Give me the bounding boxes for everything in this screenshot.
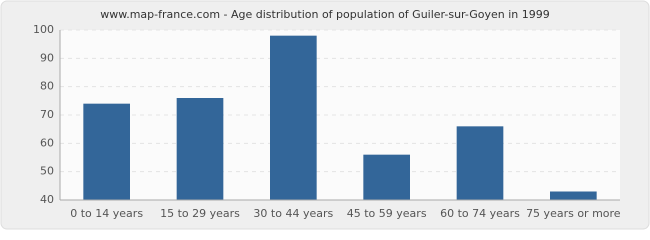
bar: [456, 126, 504, 200]
y-tick-label: 50: [40, 165, 54, 178]
x-tick-label: 60 to 74 years: [440, 207, 520, 220]
x-tick-label: 0 to 14 years: [70, 207, 143, 220]
y-tick-label: 100: [33, 23, 54, 36]
x-tick-label: 15 to 29 years: [160, 207, 240, 220]
y-tick-label: 90: [40, 51, 54, 64]
y-tick-label: 60: [40, 136, 54, 149]
y-tick-label: 40: [40, 193, 54, 206]
bar: [83, 103, 130, 200]
x-tick-label: 75 years or more: [526, 207, 621, 220]
bar: [550, 191, 597, 200]
chart: www.map-france.com - Age distribution of…: [0, 0, 650, 230]
bar: [363, 154, 410, 200]
bar: [176, 98, 224, 200]
y-tick-label: 80: [40, 80, 54, 93]
x-tick-label: 45 to 59 years: [347, 207, 427, 220]
y-tick-label: 70: [40, 108, 54, 121]
bar: [270, 35, 317, 200]
chart-title: www.map-france.com - Age distribution of…: [100, 8, 550, 21]
x-tick-label: 30 to 44 years: [253, 207, 333, 220]
